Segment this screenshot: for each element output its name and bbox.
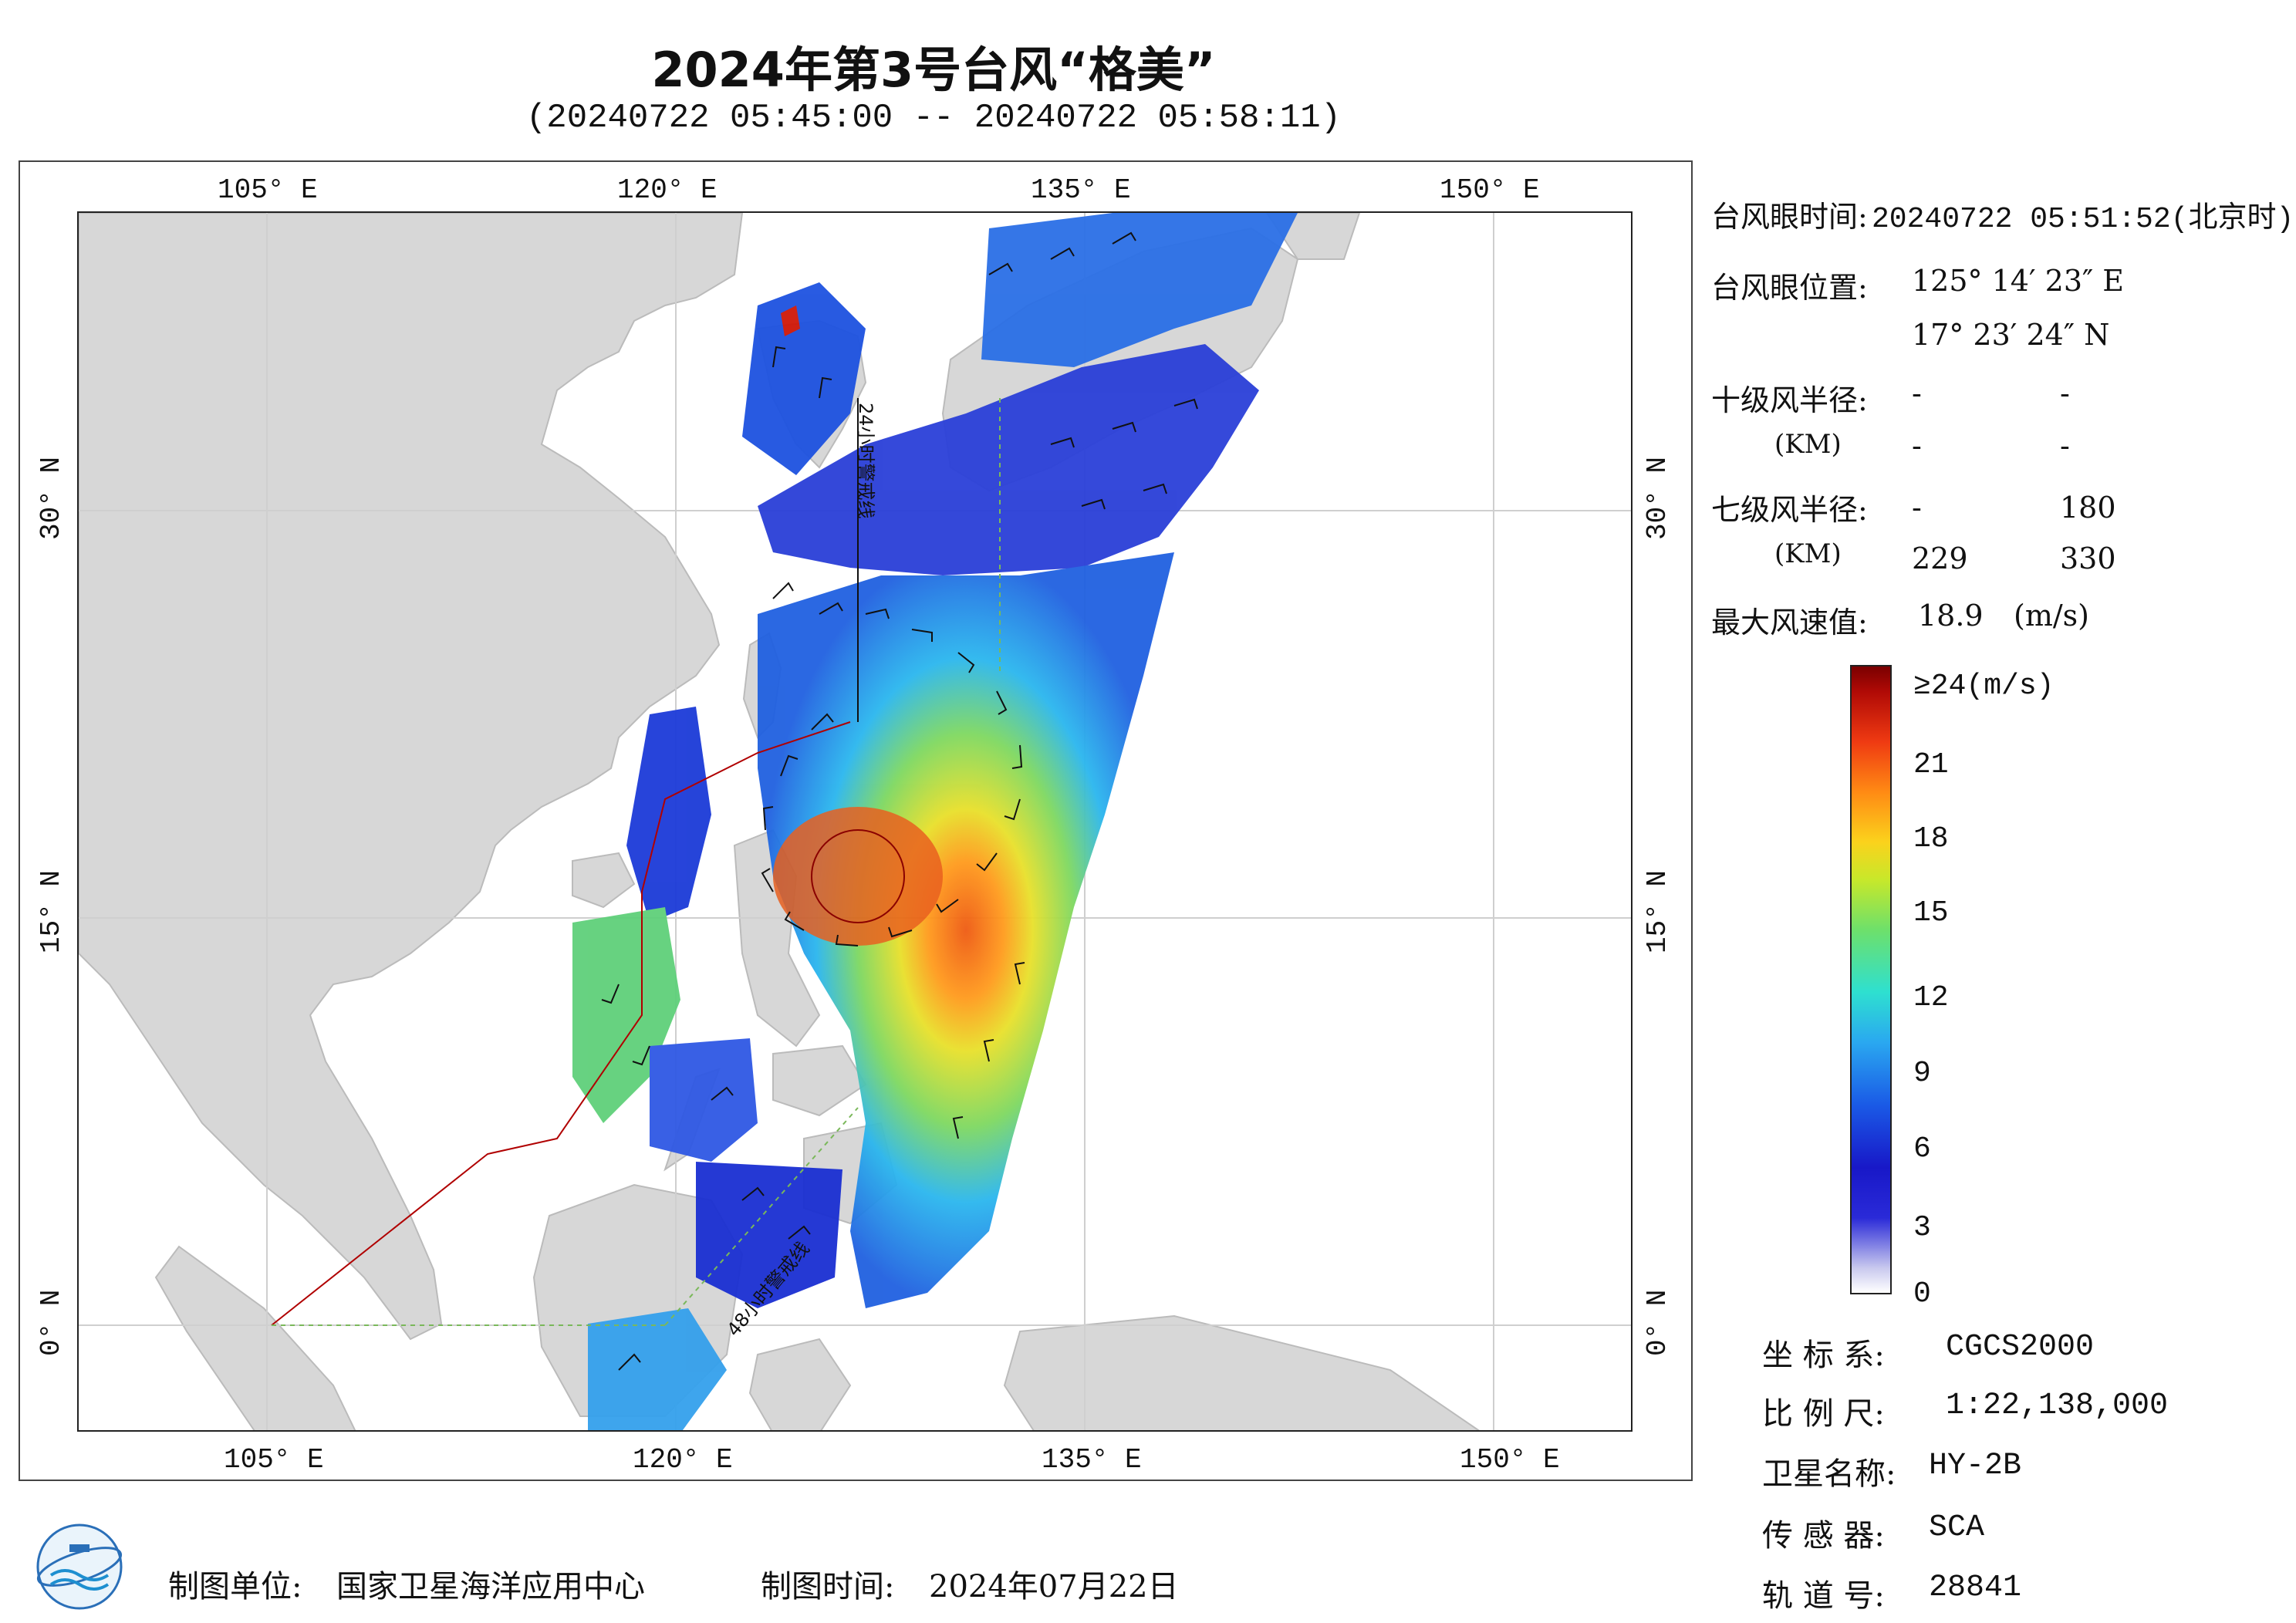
crs-label: 坐 标 系: bbox=[1762, 1338, 1885, 1373]
producer-label: 制图单位: bbox=[168, 1569, 302, 1604]
colorbar-tick-18: 18 bbox=[1913, 822, 1949, 855]
land-visayas bbox=[772, 1044, 867, 1117]
warning-line-24h bbox=[271, 721, 851, 1326]
crs-value: CGCS2000 bbox=[1946, 1330, 2095, 1365]
lon-tick-bottom-135: 135° E bbox=[1042, 1444, 1142, 1476]
lat-tick-right-30: 30° N bbox=[1642, 456, 1673, 540]
max-wind-unit: (m/s) bbox=[2014, 599, 2089, 633]
colorbar-tick-0: 0 bbox=[1913, 1277, 1931, 1311]
max-wind-label: 最大风速值: bbox=[1711, 606, 1868, 639]
r10-value-4: - bbox=[2060, 429, 2070, 463]
date-label: 制图时间: bbox=[761, 1569, 895, 1604]
warning-lines bbox=[271, 398, 1001, 1326]
scale-value: 1:22,138,000 bbox=[1946, 1388, 2169, 1423]
wind-field-map[interactable]: 24小时警戒线 48小时警戒线 bbox=[77, 211, 1633, 1432]
warning-label-24h: 24小时警戒线 bbox=[855, 403, 876, 519]
land-hainan bbox=[572, 852, 636, 909]
colorbar-tick-15: 15 bbox=[1913, 896, 1949, 930]
lon-tick-bottom-105: 105° E bbox=[224, 1444, 324, 1476]
lon-tick-top-120: 120° E bbox=[617, 174, 718, 206]
r10-value-3: - bbox=[1912, 429, 1922, 463]
max-wind-value: 18.9 bbox=[1918, 599, 1984, 633]
wind-speed-colorbar bbox=[1850, 665, 1892, 1294]
map-canvas bbox=[79, 213, 1631, 1430]
sensor-label: 传 感 器: bbox=[1762, 1518, 1885, 1554]
swath-celebes bbox=[696, 1162, 842, 1308]
r10-label: 十级风半径: bbox=[1711, 383, 1868, 417]
lon-tick-top-150: 150° E bbox=[1440, 174, 1540, 206]
colorbar-tick-9: 9 bbox=[1913, 1057, 1931, 1090]
r7-value-1: - bbox=[1912, 491, 1922, 525]
r7-value-2: 180 bbox=[2060, 491, 2116, 525]
colorbar-tick-3: 3 bbox=[1913, 1211, 1931, 1244]
r10-value-1: - bbox=[1912, 376, 1922, 410]
warning-line-48h-diagonal bbox=[664, 1107, 859, 1326]
producer-value: 国家卫星海洋应用中心 bbox=[336, 1569, 645, 1604]
land-new-guinea bbox=[1003, 1314, 1480, 1430]
time-range: (20240722 05:45:00 -- 20240722 05:58:11) bbox=[525, 99, 1342, 137]
swath-north-blue bbox=[758, 344, 1259, 575]
lat-tick-right-15: 15° N bbox=[1642, 869, 1673, 953]
r7-label: 七级风半径: bbox=[1711, 493, 1868, 527]
swath-south-strip bbox=[588, 1308, 727, 1430]
swath-scs-green bbox=[572, 907, 680, 1123]
wind-swath bbox=[572, 213, 1298, 1430]
orbit-label: 轨 道 号: bbox=[1762, 1578, 1885, 1614]
eye-time-label: 台风眼时间: bbox=[1711, 200, 1868, 234]
scale-label: 比 例 尺: bbox=[1762, 1396, 1885, 1432]
eye-lat-value: 17° 23′ 24″ N bbox=[1912, 318, 2110, 352]
lat-tick-left-30: 30° N bbox=[35, 456, 67, 540]
swath-bohai-hot bbox=[781, 305, 800, 336]
colorbar-tick-6: 6 bbox=[1913, 1132, 1931, 1166]
land-sulawesi bbox=[748, 1338, 852, 1430]
lon-tick-bottom-120: 120° E bbox=[633, 1444, 733, 1476]
orbit-value: 28841 bbox=[1929, 1571, 2022, 1605]
land-asia-mainland bbox=[79, 213, 744, 1341]
date-value: 2024年07月22日 bbox=[929, 1569, 1179, 1604]
colorbar-tick-21: 21 bbox=[1913, 748, 1949, 781]
typhoon-eye-marker bbox=[811, 829, 905, 923]
lon-tick-bottom-150: 150° E bbox=[1460, 1444, 1560, 1476]
swath-scs-strip bbox=[626, 707, 711, 923]
swath-japan-strip bbox=[981, 213, 1298, 367]
land-sumatra bbox=[154, 1245, 356, 1430]
r10-unit: (KM) bbox=[1774, 429, 1842, 460]
swath-sulu bbox=[650, 1038, 758, 1162]
eye-pos-label: 台风眼位置: bbox=[1711, 271, 1868, 305]
lat-tick-left-0: 0° N bbox=[35, 1289, 67, 1356]
satellite-value: HY-2B bbox=[1929, 1449, 2022, 1483]
r7-value-4: 330 bbox=[2060, 542, 2116, 575]
r7-unit: (KM) bbox=[1774, 538, 1842, 569]
swath-main bbox=[758, 552, 1174, 1308]
lon-tick-top-135: 135° E bbox=[1031, 174, 1131, 206]
r10-value-2: - bbox=[2060, 376, 2070, 410]
lat-tick-left-15: 15° N bbox=[35, 869, 67, 953]
r7-value-3: 229 bbox=[1912, 542, 1968, 575]
map-title: 2024年第3号台风“格美” bbox=[651, 42, 1216, 98]
eye-time-value: 20240722 05:51:52(北京时) bbox=[1872, 203, 2294, 236]
eye-lon-value: 125° 14′ 23″ E bbox=[1912, 264, 2125, 298]
lon-tick-top-105: 105° E bbox=[218, 174, 318, 206]
typhoon-core bbox=[773, 807, 943, 946]
satellite-label: 卫星名称: bbox=[1762, 1456, 1896, 1492]
colorbar-tick-12: 12 bbox=[1913, 981, 1949, 1014]
colorbar-top-label: ≥24(m/s) bbox=[1913, 670, 2055, 703]
lat-tick-right-0: 0° N bbox=[1642, 1289, 1673, 1356]
swath-north-strip bbox=[742, 282, 866, 475]
sensor-value: SCA bbox=[1929, 1510, 1985, 1545]
agency-logo-icon bbox=[36, 1523, 123, 1610]
map-frame bbox=[19, 160, 1693, 1481]
wind-barbs bbox=[601, 231, 1198, 1371]
